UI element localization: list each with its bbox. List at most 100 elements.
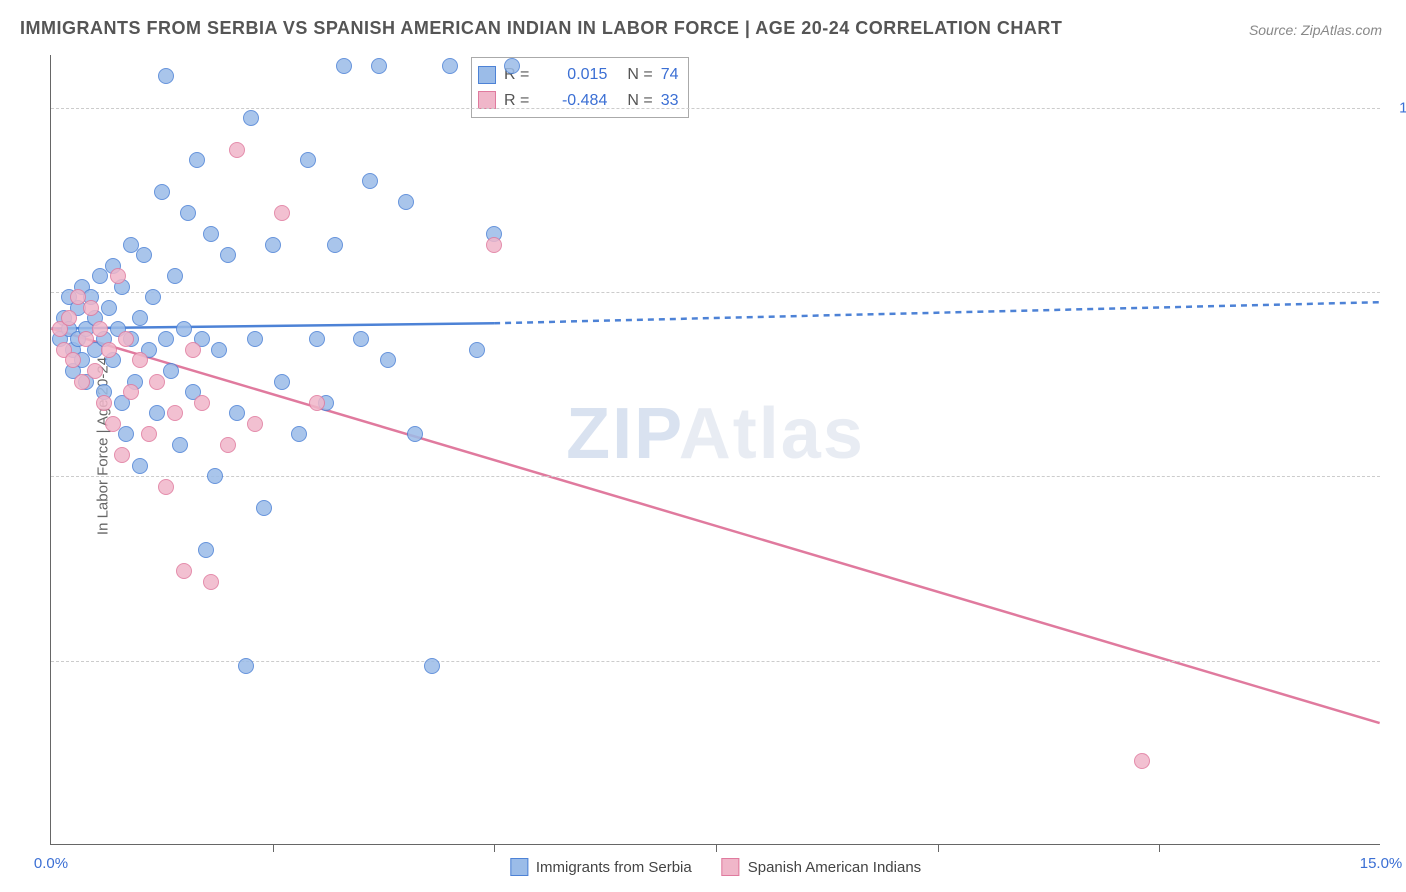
y-tick-label: 65.0% (1390, 468, 1406, 485)
scatter-point (291, 426, 307, 442)
scatter-point (424, 658, 440, 674)
scatter-point (265, 237, 281, 253)
gridline (51, 292, 1380, 293)
scatter-point (309, 395, 325, 411)
scatter-point (96, 395, 112, 411)
x-tick (1159, 844, 1160, 852)
x-tick-label: 0.0% (34, 855, 68, 872)
scatter-point (203, 574, 219, 590)
scatter-point (238, 658, 254, 674)
x-tick (494, 844, 495, 852)
scatter-point (132, 458, 148, 474)
scatter-point (114, 447, 130, 463)
scatter-point (132, 352, 148, 368)
scatter-point (172, 437, 188, 453)
scatter-point (198, 542, 214, 558)
scatter-point (353, 331, 369, 347)
scatter-point (74, 374, 90, 390)
scatter-point (180, 205, 196, 221)
legend-swatch (510, 858, 528, 876)
scatter-point (207, 468, 223, 484)
scatter-point (380, 352, 396, 368)
legend-item: Spanish American Indians (722, 858, 921, 876)
source-label: Source: ZipAtlas.com (1249, 22, 1382, 38)
scatter-point (78, 331, 94, 347)
scatter-point (101, 300, 117, 316)
scatter-point (163, 363, 179, 379)
plot-area: ZIPAtlas R =0.015N =74R =-0.484N =33 Imm… (50, 55, 1380, 845)
gridline (51, 108, 1380, 109)
scatter-point (327, 237, 343, 253)
scatter-point (105, 416, 121, 432)
scatter-point (118, 331, 134, 347)
scatter-point (189, 152, 205, 168)
scatter-point (167, 268, 183, 284)
scatter-point (83, 300, 99, 316)
scatter-point (442, 58, 458, 74)
legend-label: Spanish American Indians (748, 859, 921, 876)
bottom-legend: Immigrants from Serbia Spanish American I… (510, 858, 921, 876)
gridline (51, 476, 1380, 477)
scatter-point (132, 310, 148, 326)
scatter-point (92, 321, 108, 337)
scatter-point (141, 426, 157, 442)
y-tick-label: 82.5% (1390, 284, 1406, 301)
scatter-point (504, 58, 520, 74)
scatter-point (247, 331, 263, 347)
watermark: ZIPAtlas (566, 393, 865, 475)
x-tick (938, 844, 939, 852)
legend-swatch (722, 858, 740, 876)
y-tick-label: 47.5% (1390, 652, 1406, 669)
scatter-point (61, 310, 77, 326)
x-tick-label: 15.0% (1360, 855, 1403, 872)
scatter-point (101, 342, 117, 358)
legend-label: Immigrants from Serbia (536, 859, 692, 876)
scatter-point (398, 194, 414, 210)
scatter-point (256, 500, 272, 516)
scatter-point (154, 184, 170, 200)
scatter-point (229, 405, 245, 421)
scatter-point (469, 342, 485, 358)
scatter-point (243, 110, 259, 126)
scatter-point (194, 395, 210, 411)
scatter-point (211, 342, 227, 358)
scatter-point (247, 416, 263, 432)
y-tick-label: 100.0% (1390, 99, 1406, 116)
scatter-point (158, 331, 174, 347)
trend-lines (51, 55, 1380, 844)
scatter-point (203, 226, 219, 242)
scatter-point (149, 405, 165, 421)
x-tick (716, 844, 717, 852)
legend-swatch (478, 66, 496, 84)
scatter-point (145, 289, 161, 305)
scatter-point (167, 405, 183, 421)
x-tick (273, 844, 274, 852)
scatter-point (336, 58, 352, 74)
scatter-point (229, 142, 245, 158)
scatter-point (220, 247, 236, 263)
chart-title: IMMIGRANTS FROM SERBIA VS SPANISH AMERIC… (20, 18, 1062, 39)
scatter-point (92, 268, 108, 284)
scatter-point (309, 331, 325, 347)
scatter-point (158, 68, 174, 84)
scatter-point (1134, 753, 1150, 769)
scatter-point (149, 374, 165, 390)
scatter-point (110, 268, 126, 284)
scatter-point (118, 426, 134, 442)
scatter-point (123, 384, 139, 400)
scatter-point (220, 437, 236, 453)
scatter-point (362, 173, 378, 189)
legend-item: Immigrants from Serbia (510, 858, 692, 876)
scatter-point (185, 342, 201, 358)
scatter-point (65, 352, 81, 368)
scatter-point (176, 321, 192, 337)
scatter-point (158, 479, 174, 495)
scatter-point (486, 237, 502, 253)
scatter-point (274, 205, 290, 221)
scatter-point (371, 58, 387, 74)
scatter-point (176, 563, 192, 579)
scatter-point (136, 247, 152, 263)
scatter-point (407, 426, 423, 442)
scatter-point (300, 152, 316, 168)
scatter-point (87, 363, 103, 379)
